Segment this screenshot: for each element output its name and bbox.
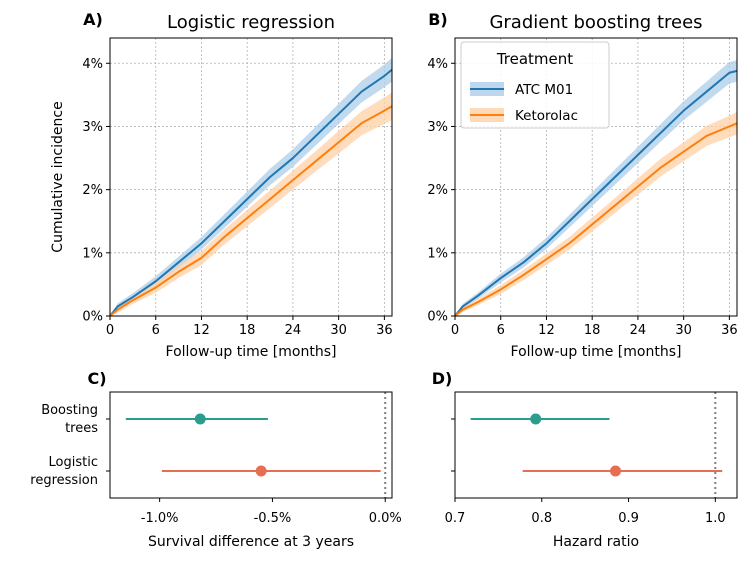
x-tick-label: 1.0 [705,511,726,526]
y-tick-label: 3% [427,120,448,135]
x-tick-label: -0.5% [254,511,292,526]
x-tick-label: 24 [630,323,647,338]
series-line-ketorolac [109,105,393,317]
confidence-band-atc-m01 [455,60,737,317]
panel-a: 0 6 12 18 24 30 36 0% 1% 2% 3% 4% A) Logistic regress… [50,10,393,360]
series-line-atc-m01 [109,68,393,317]
y-tick-label: 0% [82,310,103,325]
y-tick-label: 3% [82,120,103,135]
x-tick-label: 0 [106,323,114,338]
x-tick-label: 0.9 [618,511,639,526]
category-label: trees [65,421,98,436]
category-label: regression [30,473,98,488]
x-tick-label: 30 [675,323,692,338]
y-tick-label: 4% [427,57,448,72]
legend-entry-label: ATC M01 [515,82,573,98]
x-tick-label: 0.7 [445,511,466,526]
confidence-band-ketorolac [455,111,737,316]
x-tick-label: 30 [330,323,347,338]
x-tick-label: 0.8 [531,511,552,526]
y-tick-label: 2% [82,183,103,198]
series-line-atc-m01 [454,69,738,317]
point-estimate [610,465,622,477]
confidence-band-atc-m01 [110,57,392,316]
panel-letter: B) [428,10,448,29]
x-tick-label: 6 [497,323,505,338]
legend: Treatment ATC M01 Ketorolac [460,41,610,129]
x-tick-label: 0.0% [369,511,402,526]
plot-frame [454,391,738,499]
panel-c: -1.0% -0.5% 0.0% Boosting trees Logistic regre… [30,369,401,550]
panel-title: Gradient boosting trees [489,12,702,33]
plot-frame [109,391,393,499]
point-estimate [255,465,267,477]
category-label: Boosting [41,403,98,418]
panel-letter: A) [83,10,103,29]
category-label: Logistic [49,455,98,470]
x-tick-label: 24 [285,323,302,338]
x-axis-label: Follow-up time [months] [166,344,337,360]
y-tick-label: 0% [427,310,448,325]
legend-box [460,41,610,129]
x-tick-label: 36 [721,323,738,338]
x-tick-label: 6 [152,323,160,338]
confidence-band-ketorolac [110,92,392,316]
y-tick-label: 2% [427,183,448,198]
x-tick-label: 18 [584,323,601,338]
plot-frame [109,37,393,317]
x-tick-label: 18 [239,323,256,338]
x-tick-label: 12 [538,323,555,338]
panel-letter: C) [87,369,106,388]
panel-d: 0.7 0.8 0.9 1.0 D) Hazard ratio [432,369,738,550]
x-tick-label: 12 [193,323,210,338]
point-estimate [530,413,542,425]
x-axis-label: Survival difference at 3 years [148,534,354,550]
y-axis-label: Cumulative incidence [50,101,66,252]
x-tick-label: -1.0% [141,511,179,526]
panel-b: 0 6 12 18 24 30 36 0% 1% 2% 3% 4% B) Gradient boostin… [427,10,737,360]
panel-title: Logistic regression [167,12,335,33]
y-tick-label: 1% [427,246,448,261]
y-tick-label: 4% [82,57,103,72]
plot-frame [454,37,738,317]
panel-letter: D) [432,369,453,388]
x-axis-label: Hazard ratio [553,534,639,550]
legend-entry-label: Ketorolac [515,108,578,124]
y-tick-label: 1% [82,246,103,261]
series-line-ketorolac [454,122,738,317]
x-tick-label: 0 [451,323,459,338]
point-estimate [194,413,206,425]
x-axis-label: Follow-up time [months] [511,344,682,360]
x-tick-label: 36 [376,323,393,338]
legend-title: Treatment [496,50,573,68]
